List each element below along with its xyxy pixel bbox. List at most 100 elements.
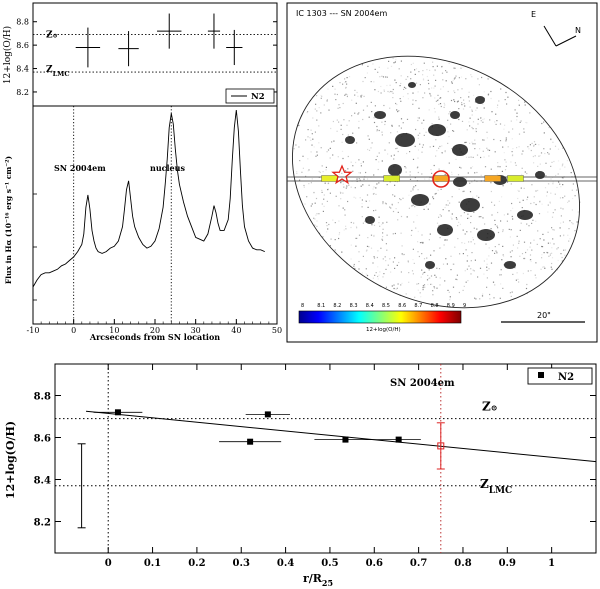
noise-dot xyxy=(397,111,399,113)
noise-dot xyxy=(539,163,541,165)
noise-dot xyxy=(398,68,400,70)
noise-dot xyxy=(469,125,471,127)
noise-dot xyxy=(354,112,356,114)
noise-dot xyxy=(342,83,344,85)
noise-dot xyxy=(325,222,328,224)
noise-dot xyxy=(554,193,556,195)
noise-dot xyxy=(393,154,395,156)
noise-dot xyxy=(526,249,529,251)
noise-dot xyxy=(386,84,388,87)
colorbar-tick-label: 8.6 xyxy=(398,303,406,309)
noise-dot xyxy=(384,120,386,123)
noise-dot xyxy=(341,251,343,253)
noise-dot xyxy=(321,165,323,167)
noise-dot xyxy=(410,71,412,73)
noise-dot xyxy=(307,129,309,131)
noise-dot xyxy=(314,131,316,133)
colorbar-label: 12+log(O/H) xyxy=(366,327,401,333)
noise-dot xyxy=(296,172,298,175)
noise-dot xyxy=(524,101,526,103)
noise-dot xyxy=(345,170,347,172)
noise-dot xyxy=(432,66,434,68)
gradient-xlabel: r/R25 xyxy=(303,572,333,588)
noise-dot xyxy=(453,130,455,132)
noise-dot xyxy=(469,191,472,193)
noise-dot xyxy=(462,190,464,193)
noise-dot xyxy=(422,242,424,244)
gradient-marker xyxy=(247,438,254,445)
noise-dot xyxy=(550,165,552,167)
noise-dot xyxy=(362,118,364,121)
colorbar-tick-label: 8 xyxy=(301,303,304,309)
noise-dot xyxy=(438,116,440,118)
noise-dot xyxy=(539,238,541,240)
noise-dot xyxy=(422,78,425,80)
noise-dot xyxy=(490,262,493,264)
noise-dot xyxy=(486,269,488,271)
noise-dot xyxy=(488,255,490,257)
noise-dot xyxy=(324,182,326,184)
noise-dot xyxy=(320,112,322,114)
noise-dot xyxy=(477,78,479,80)
abundance-ref-label: Z⊙ xyxy=(46,31,58,41)
noise-dot xyxy=(543,266,545,268)
noise-dot xyxy=(457,238,459,240)
noise-dot xyxy=(393,158,395,160)
noise-dot xyxy=(334,88,336,90)
noise-dot xyxy=(510,161,512,163)
noise-dot xyxy=(368,246,370,248)
spectrum-xtick-label: -10 xyxy=(27,326,40,335)
noise-dot xyxy=(482,139,484,141)
noise-dot xyxy=(460,97,462,99)
galaxy-ellipse xyxy=(291,55,581,309)
noise-dot xyxy=(519,229,521,231)
noise-dot xyxy=(418,255,420,258)
noise-dot xyxy=(346,185,348,187)
noise-dot xyxy=(502,254,504,256)
noise-dot xyxy=(441,145,443,147)
noise-dot xyxy=(315,214,317,216)
noise-dot xyxy=(378,66,380,68)
noise-dot xyxy=(348,184,350,186)
noise-dot xyxy=(538,213,541,215)
noise-dot xyxy=(339,82,341,84)
noise-dot xyxy=(529,259,531,261)
noise-dot xyxy=(313,146,315,148)
noise-dot xyxy=(556,186,558,189)
noise-dot xyxy=(569,220,571,222)
noise-dot xyxy=(445,204,447,206)
noise-dot xyxy=(436,222,439,224)
noise-dot xyxy=(358,127,360,129)
noise-dot xyxy=(541,257,543,259)
noise-dot xyxy=(421,253,423,255)
noise-dot xyxy=(464,233,466,235)
noise-dot xyxy=(417,119,419,122)
noise-dot xyxy=(303,184,305,187)
noise-dot xyxy=(362,109,365,111)
abundance-points xyxy=(75,13,243,68)
noise-dot xyxy=(469,106,471,108)
abundance-point xyxy=(207,13,221,49)
noise-dot xyxy=(338,104,340,106)
noise-dot xyxy=(393,284,395,286)
noise-dot xyxy=(423,128,425,130)
noise-dot xyxy=(381,223,383,226)
noise-dot xyxy=(486,147,488,149)
noise-dot xyxy=(431,177,433,179)
noise-dot xyxy=(424,286,426,288)
noise-dot xyxy=(451,218,453,220)
noise-dot xyxy=(374,274,376,276)
noise-dot xyxy=(559,168,561,170)
noise-dot xyxy=(421,122,423,124)
noise-dot xyxy=(316,119,318,121)
noise-dot xyxy=(545,162,547,164)
noise-dot xyxy=(428,109,430,111)
noise-dot xyxy=(417,149,420,151)
noise-dot xyxy=(481,295,484,297)
noise-dot xyxy=(352,165,354,167)
noise-dot xyxy=(323,194,325,196)
noise-dot xyxy=(510,120,512,122)
noise-dot xyxy=(408,194,410,196)
noise-dot xyxy=(327,182,329,185)
noise-dot xyxy=(328,109,330,111)
